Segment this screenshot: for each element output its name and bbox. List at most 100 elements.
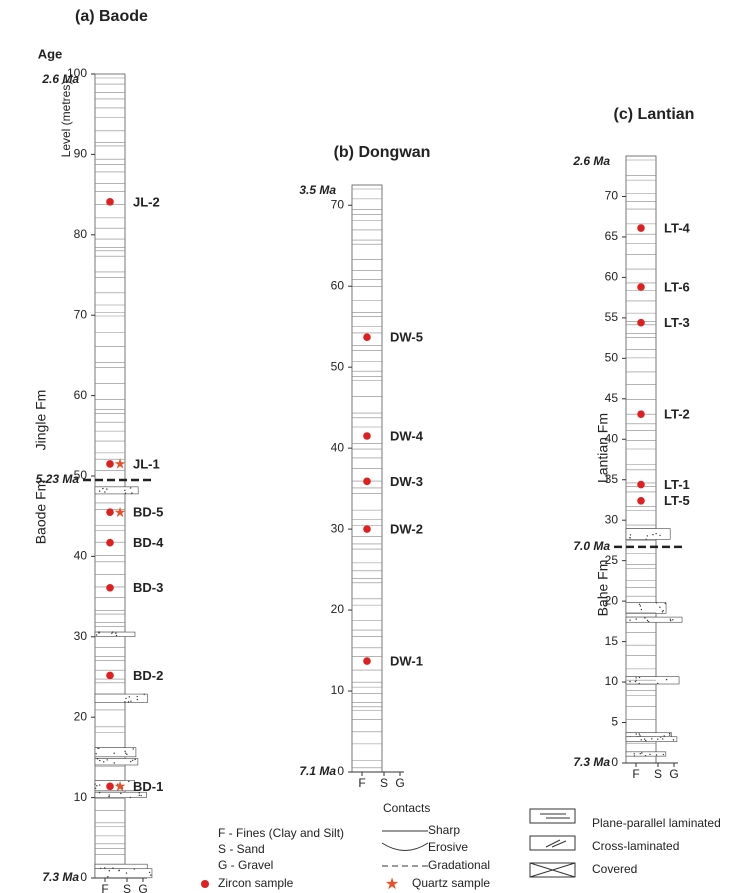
sand-bed	[626, 529, 670, 540]
legend-zircon	[201, 880, 209, 888]
grain	[636, 733, 637, 734]
zircon-sample	[106, 508, 114, 516]
grain	[629, 619, 630, 620]
grain	[126, 872, 127, 873]
sample-label: LT-3	[664, 315, 690, 330]
grain	[125, 698, 126, 699]
sample-label: LT-2	[664, 407, 690, 422]
x-tick-label: G	[138, 882, 147, 893]
y-tick-label: 60	[331, 278, 345, 292]
grain	[629, 537, 630, 538]
grain	[641, 739, 642, 740]
grain	[134, 868, 135, 869]
legend-quartz-label: Quartz sample	[412, 876, 490, 890]
grain	[99, 760, 100, 761]
grain	[645, 740, 646, 741]
grain	[125, 752, 126, 753]
grain	[670, 620, 671, 621]
grain	[99, 784, 100, 785]
y-tick-label: 70	[331, 197, 345, 211]
grain	[670, 618, 671, 619]
grain	[107, 876, 108, 877]
column	[95, 74, 125, 878]
zircon-sample	[106, 584, 114, 592]
y-tick-label: 10	[74, 790, 88, 804]
chart-title: (c) Lantian	[614, 106, 695, 123]
sample-label: BD-4	[133, 535, 164, 550]
grain	[663, 754, 664, 755]
x-tick-label: S	[654, 767, 662, 781]
grain	[94, 783, 95, 784]
sample-label: BD-5	[133, 505, 163, 520]
x-tick-label: F	[358, 776, 365, 790]
grain	[639, 604, 640, 605]
zircon-sample	[106, 783, 114, 791]
legend-sand: S - Sand	[218, 842, 265, 856]
grain	[134, 759, 135, 760]
age-label: 7.3 Ma	[42, 870, 79, 884]
grain	[144, 694, 145, 695]
grain	[629, 681, 630, 682]
y-tick-label: 20	[331, 602, 345, 616]
grain	[639, 733, 640, 734]
grain	[150, 874, 151, 875]
grain	[659, 535, 660, 536]
age-label: 2.6 Ma	[572, 154, 610, 168]
grain	[96, 785, 97, 786]
y-tick-label: 50	[605, 351, 619, 365]
sand-bed	[95, 748, 136, 757]
grain	[651, 738, 652, 739]
zircon-sample	[363, 432, 371, 440]
grain	[130, 487, 131, 488]
grain	[99, 792, 100, 793]
formation-label: Bahe Fm	[595, 560, 611, 617]
quartz-sample: ★	[114, 504, 127, 520]
y-tick-label: 60	[74, 388, 88, 402]
x-tick-label: F	[101, 882, 108, 893]
grain	[106, 759, 107, 760]
grain	[644, 617, 645, 618]
grain	[669, 734, 670, 735]
legend-contact: Erosive	[428, 840, 468, 854]
grain	[108, 796, 109, 797]
grain	[126, 754, 127, 755]
grain	[103, 761, 104, 762]
sand-bed	[95, 632, 135, 637]
legend-contact: Sharp	[428, 823, 460, 837]
x-tick-label: G	[395, 776, 404, 790]
legend-contacts-title: Contacts	[383, 801, 430, 815]
grain	[139, 795, 140, 796]
sand-bed	[95, 869, 152, 878]
y-tick-label: 65	[605, 229, 619, 243]
grain	[645, 539, 646, 540]
grain	[95, 788, 96, 789]
grain	[644, 738, 645, 739]
y-tick-label: 70	[605, 189, 619, 203]
zircon-sample	[637, 319, 645, 327]
sample-label: DW-1	[390, 654, 423, 669]
sand-bed	[95, 694, 147, 703]
y-tick-label: 30	[331, 521, 345, 535]
x-tick-label: G	[669, 767, 678, 781]
legend-facies: Plane-parallel laminated	[592, 816, 721, 830]
grain	[647, 620, 648, 621]
grain	[634, 755, 635, 756]
sample-label: DW-3	[390, 474, 423, 489]
grain	[639, 677, 640, 678]
sample-label: JL-2	[133, 194, 160, 209]
grain	[116, 635, 117, 636]
zircon-sample	[637, 224, 645, 232]
zircon-sample	[637, 410, 645, 418]
grain	[109, 870, 110, 871]
grain	[662, 611, 663, 612]
y-tick-label: 0	[611, 755, 618, 769]
grain	[141, 795, 142, 796]
y-tick-label: 45	[605, 391, 619, 405]
y-tick-label: 0	[337, 764, 344, 778]
legend-gravel: G - Gravel	[218, 858, 273, 872]
age-label: 7.1 Ma	[299, 764, 336, 778]
grain	[128, 781, 129, 782]
y-tick-label: 0	[80, 870, 87, 884]
grain	[647, 535, 648, 536]
sample-label: DW-2	[390, 522, 423, 537]
